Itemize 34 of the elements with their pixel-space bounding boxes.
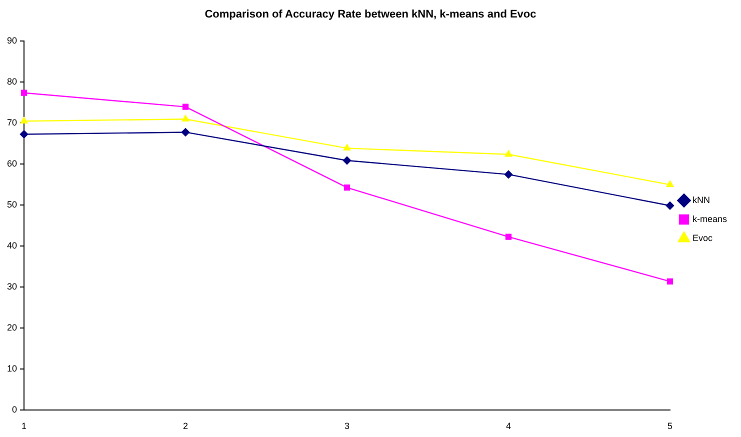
point [666, 278, 674, 285]
y-tick-label: 40 [6, 240, 18, 251]
legend-label: Evoc [692, 232, 713, 243]
y-tick-label: 60 [6, 158, 18, 169]
point [504, 170, 513, 179]
point [20, 117, 28, 124]
legend-label: kNN [692, 194, 710, 205]
point [504, 150, 512, 157]
point [343, 144, 351, 151]
y-tick-label: 30 [6, 282, 18, 292]
x-tick-label: 4 [506, 421, 512, 432]
point [181, 128, 190, 136]
y-tick-label: 0 [12, 404, 18, 415]
point [342, 156, 352, 165]
point [182, 115, 190, 122]
point [20, 90, 28, 96]
legend-label: k-means [692, 214, 728, 224]
y-tick-label: 10 [6, 364, 18, 374]
y-tick-label: 20 [6, 322, 18, 333]
x-tick-label: 2 [183, 421, 188, 432]
y-tick-label: 80 [6, 76, 18, 87]
x-tick-label: 5 [667, 421, 672, 432]
chart-title: Comparison of Accuracy Rate between kNN, k-means and Evoc [204, 8, 536, 21]
point [344, 184, 350, 191]
y-tick-label: 50 [6, 200, 18, 210]
y-tick-label: 70 [6, 118, 18, 128]
x-tick-label: 1 [22, 421, 27, 432]
y-tick-label: 90 [6, 36, 18, 46]
point [182, 104, 189, 110]
x-tick-label: 3 [344, 421, 350, 432]
point [666, 202, 674, 210]
point [505, 234, 512, 240]
point [20, 130, 28, 138]
point [666, 180, 674, 188]
